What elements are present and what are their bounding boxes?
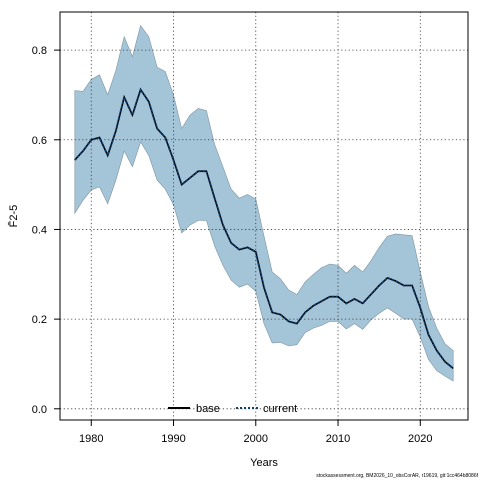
x-tick-label: 1980 — [79, 433, 103, 445]
y-axis: 0.0 0.2 0.4 0.6 0.8 — [32, 45, 60, 416]
x-tick-label: 2020 — [408, 433, 432, 445]
confidence-band — [74, 24, 454, 382]
footer-text: stockassessment.org, BM2026_10_obsCorAR,… — [316, 473, 478, 479]
y-tick-label: 0.6 — [32, 135, 47, 147]
x-tick-label: 1990 — [161, 433, 185, 445]
legend-label-current: current — [263, 403, 297, 415]
x-tick-label: 2010 — [326, 433, 350, 445]
series-line-current — [74, 87, 454, 370]
x-axis-title: Years — [250, 457, 278, 469]
legend-label-base: base — [196, 403, 220, 415]
y-tick-label: 0.4 — [32, 224, 47, 236]
y-tick-label: 0.2 — [32, 314, 47, 326]
legend: base current — [168, 403, 297, 415]
y-tick-label: 0.0 — [32, 404, 47, 416]
x-axis: 1980 1990 2000 2010 2020 — [79, 420, 433, 445]
plot-frame — [59, 11, 469, 421]
x-tick-label: 2000 — [244, 433, 268, 445]
y-axis-title: F̄2-5 — [7, 205, 20, 228]
grid-lines — [60, 12, 468, 420]
y-tick-label: 0.8 — [32, 45, 47, 57]
